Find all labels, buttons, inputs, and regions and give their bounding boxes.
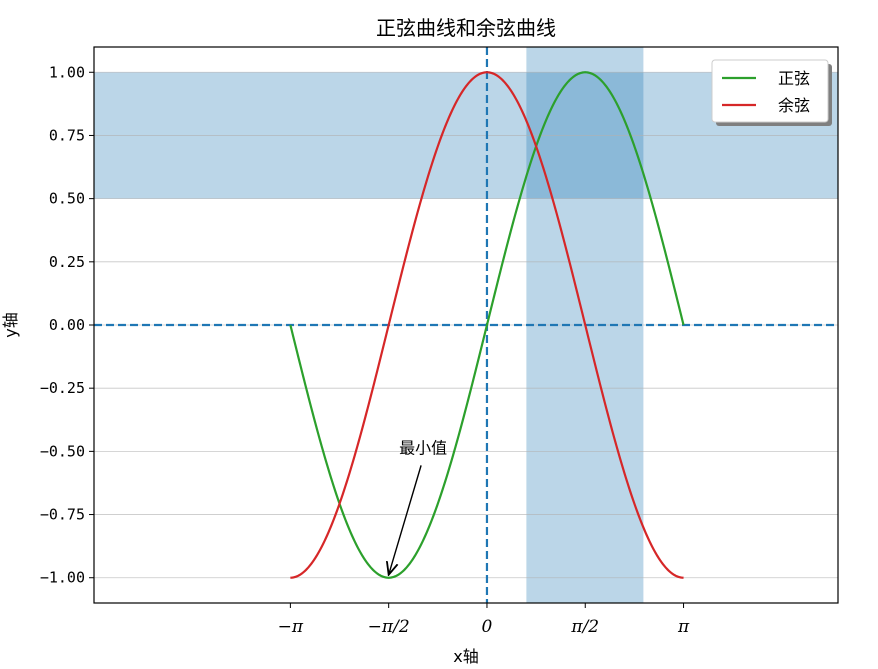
x-tick-label: −π [278, 617, 304, 637]
y-tick-label: 0.25 [49, 253, 85, 271]
y-axis-label: y轴 [1, 312, 20, 337]
legend-label-sin: 正弦 [778, 69, 810, 88]
annotations: 最小值 [389, 438, 447, 574]
y-tick-label: 1.00 [49, 63, 85, 81]
legend-label-cos: 余弦 [778, 96, 810, 115]
x-tick-label: 0 [482, 617, 493, 637]
y-tick-label: −0.50 [40, 442, 85, 460]
x-tick-label: π/2 [570, 617, 599, 637]
y-tick-label: −1.00 [40, 569, 85, 587]
annotation-arrow [389, 465, 422, 574]
y-tick-label: −0.25 [40, 379, 85, 397]
legend-box [711, 59, 829, 123]
y-tick-label: 0.75 [49, 126, 85, 144]
series-lines [289, 71, 685, 579]
x-axis-ticks: −π −π/2 0 π/2 π [278, 603, 690, 637]
x-tick-label: π [677, 617, 690, 637]
y-tick-label: 0.00 [49, 316, 85, 334]
chart-title: 正弦曲线和余弦曲线 [376, 16, 556, 40]
x-tick-label: −π/2 [368, 617, 410, 637]
y-tick-label: 0.50 [49, 190, 85, 208]
y-tick-label: −0.75 [40, 506, 85, 524]
y-axis-ticks: −1.00 −0.75 −0.50 −0.25 0.00 0.25 0.50 0.75 1.00 [40, 63, 94, 587]
annotation-label: 最小值 [399, 438, 447, 457]
series-line-cos [290, 71, 684, 579]
x-axis-label: x轴 [453, 647, 478, 666]
series-line-sin [289, 71, 685, 579]
